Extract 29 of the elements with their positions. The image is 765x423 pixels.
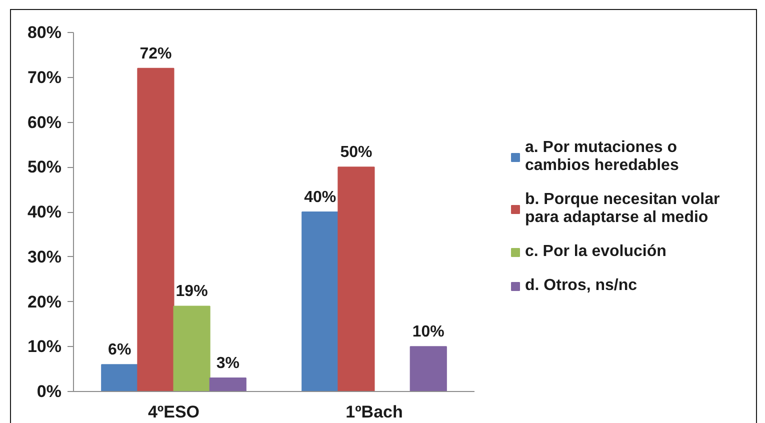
y-tick-label: 0% [36,382,62,401]
data-label: 40% [304,189,336,206]
legend-label: a. Por mutaciones o cambios heredables [525,139,679,175]
y-tick-label: 70% [27,68,62,87]
data-label: 72% [140,45,172,62]
x-tick-label: 4ºESO [148,402,200,422]
bar [209,378,246,392]
data-label: 50% [340,144,372,162]
bar [101,364,138,392]
y-tick-label: 20% [27,292,62,312]
bar [410,346,447,392]
bar [338,166,375,392]
y-tick-label: 10% [27,337,62,356]
legend-label: b. Porque necesitan volar para adaptarse al medio [525,191,720,227]
bar [302,212,339,392]
y-tick-label: 60% [27,112,62,132]
y-tick-label: 40% [27,202,62,222]
data-label: 10% [412,324,444,341]
y-tick-label: 50% [27,158,62,177]
x-tick-label: 1ºBach [346,402,403,422]
data-label: 6% [108,342,132,359]
bar [137,68,174,392]
legend-label: d. Otros, ns/nc [525,277,638,295]
data-label: 3% [216,355,240,372]
y-tick-label: 30% [27,247,62,266]
y-tick-label: 80% [27,23,62,42]
legend-label: c. Por la evolución [525,243,666,261]
bar [173,306,210,392]
data-label: 19% [176,283,208,300]
